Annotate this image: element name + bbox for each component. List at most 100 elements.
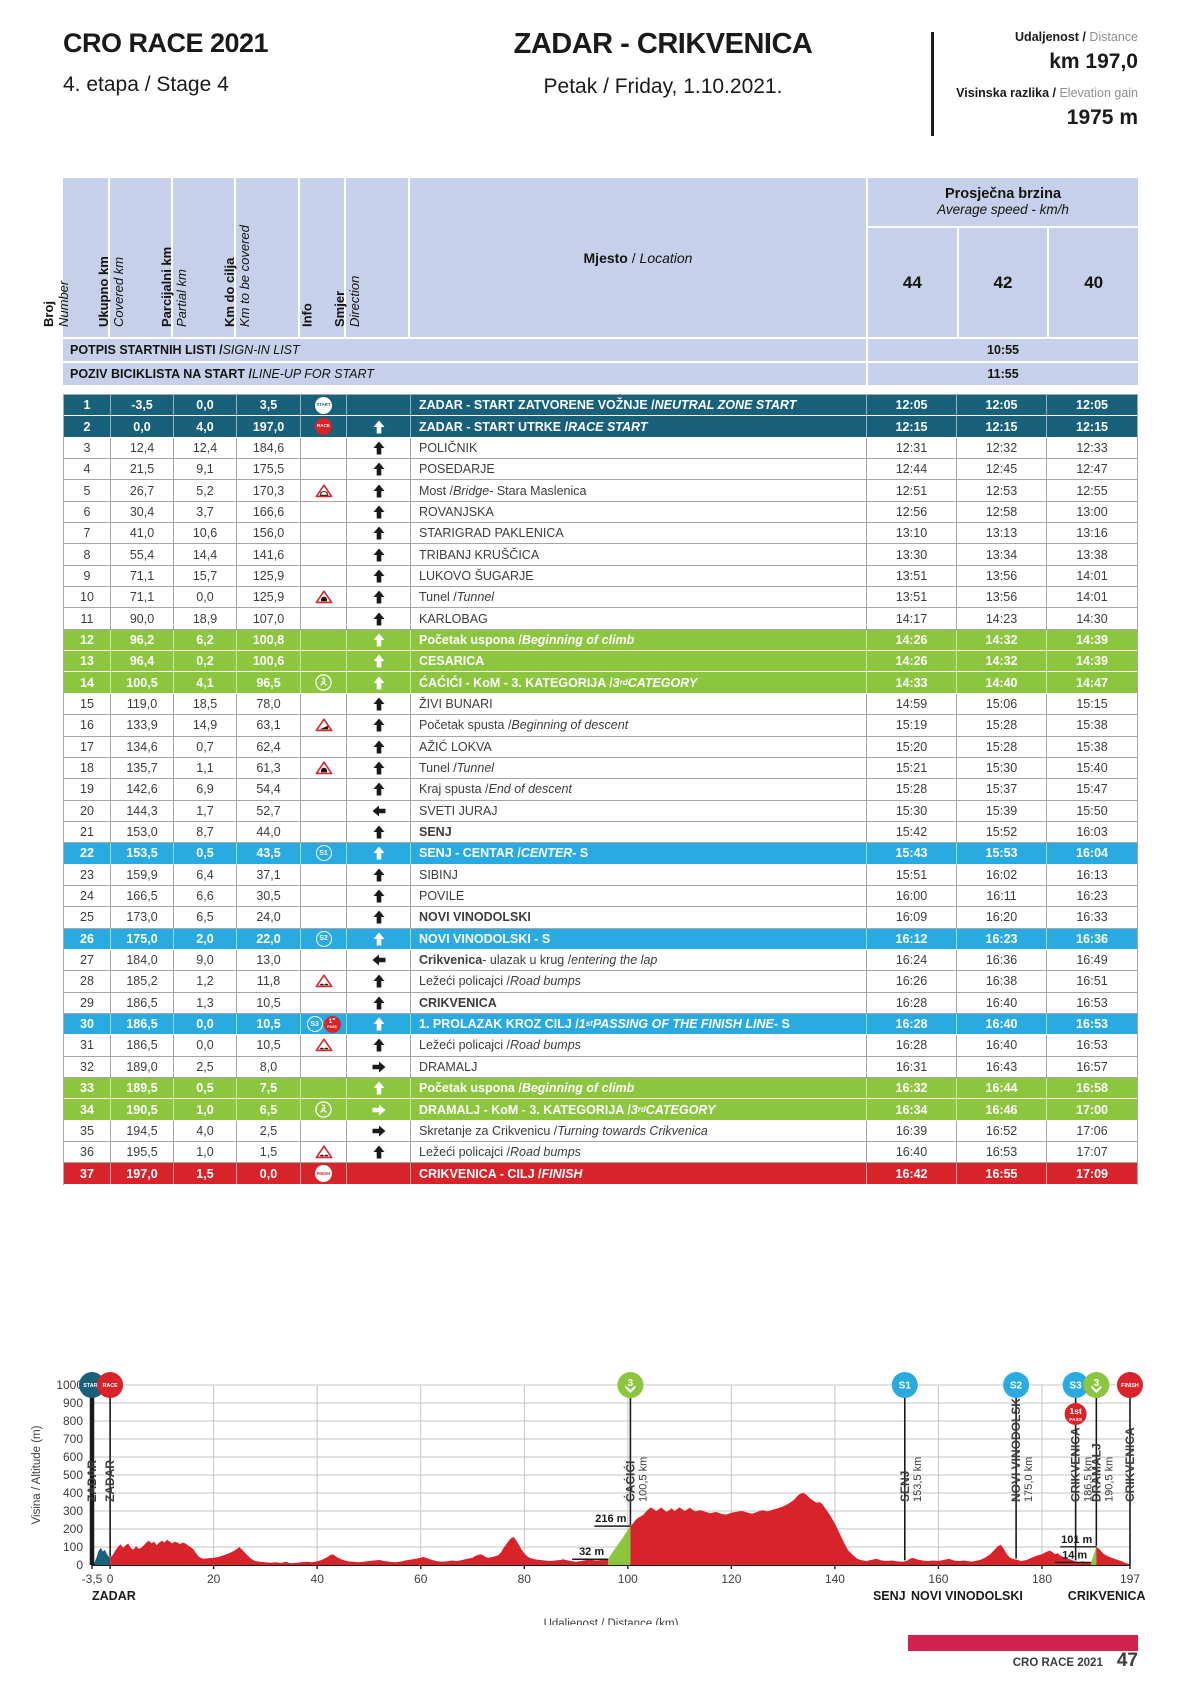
location-cell: STARIGRAD PAKLENICA [411, 523, 867, 544]
svg-text:0: 0 [76, 1558, 83, 1572]
partial-km: 10,6 [174, 523, 237, 544]
time-at-40kmh: 15:47 [1076, 782, 1108, 797]
km-to-be-covered: 166,6 [237, 501, 301, 523]
time-at-40kmh: 13:16 [1076, 526, 1108, 541]
time-at-40kmh: 14:47 [1076, 675, 1108, 690]
time-at-42kmh: 16:23 [957, 928, 1047, 949]
time-at-40kmh: 17:06 [1076, 1123, 1108, 1138]
time-at-40kmh: 12:47 [1076, 462, 1108, 477]
info-cell: 3 [301, 1099, 347, 1120]
svg-text:32 m: 32 m [579, 1546, 604, 1558]
row-number: 31 [64, 1035, 111, 1056]
time-at-44kmh: 13:10 [867, 523, 957, 544]
direction-cell [347, 885, 411, 907]
row-number: 32 [64, 1056, 111, 1077]
time-at-40kmh: 16:58 [1076, 1081, 1108, 1096]
time-at-44kmh: 16:39 [867, 1120, 957, 1142]
row-number: 13 [64, 651, 111, 672]
table-row: 17 134,6 0,7 62,4 AŽIĆ LOKVA 15:20 15:28 15:38 [64, 736, 1137, 758]
info-cell [301, 608, 347, 629]
location-cell: NOVI VINODOLSKI [411, 907, 867, 928]
covered-km: 142,6 [111, 779, 174, 800]
table-row: 18 135,7 1,1 61,3 Tunel / Tunnel 15:21 15:30 15… [64, 757, 1137, 780]
pre-start-time: 10:55 [987, 343, 1019, 357]
row-number: 18 [64, 757, 111, 779]
svg-text:100,5 km: 100,5 km [637, 1457, 649, 1502]
time-at-44kmh: 16:00 [867, 885, 957, 907]
location-cell: SENJ [411, 821, 867, 843]
direction-cell [347, 928, 411, 949]
bumps-icon [315, 974, 333, 988]
row-number: 20 [64, 800, 111, 821]
info-cell [301, 800, 347, 821]
svg-text:3: 3 [321, 1103, 325, 1112]
row-number: 29 [64, 992, 111, 1013]
info-cell [301, 629, 347, 651]
direction-cell [347, 416, 411, 437]
covered-km: 21,5 [111, 459, 174, 480]
pre-start-time: 11:55 [987, 367, 1019, 381]
chart-marker-sprint-icon: S1 [891, 1372, 918, 1398]
covered-km: 197,0 [111, 1163, 174, 1184]
row-number: 16 [64, 715, 111, 736]
svg-text:PASS: PASS [1069, 1417, 1083, 1423]
row-number: 36 [64, 1142, 111, 1163]
arrow-up-icon [373, 1038, 384, 1052]
direction-cell [347, 565, 411, 587]
time-at-42kmh: 13:34 [957, 544, 1047, 565]
time-at-42kmh: 16:36 [957, 949, 1047, 971]
time-at-42kmh: 16:11 [957, 885, 1047, 907]
partial-km: 14,9 [174, 715, 237, 736]
direction-cell [347, 907, 411, 928]
arrow-up-icon [373, 548, 384, 562]
info-cell [301, 459, 347, 480]
svg-text:700: 700 [63, 1432, 83, 1446]
km-to-be-covered: 37,1 [237, 864, 301, 885]
covered-km: 41,0 [111, 523, 174, 544]
info-cell: RACE [301, 416, 347, 437]
time-at-42kmh: 16:40 [957, 992, 1047, 1013]
info-cell [301, 757, 347, 779]
footer-brand: CRO RACE 2021 [1012, 1657, 1103, 1669]
time-at-42kmh: 16:46 [957, 1099, 1047, 1120]
partial-km: 6,9 [174, 779, 237, 800]
route-title-block: ZADAR - CRIKVENICA Petak / Friday, 1.10.… [343, 28, 983, 99]
row-number: 3 [64, 437, 111, 459]
km-to-be-covered: 30,5 [237, 885, 301, 907]
time-at-44kmh: 14:33 [867, 672, 957, 693]
direction-cell [347, 1142, 411, 1163]
km-to-be-covered: 175,5 [237, 459, 301, 480]
itinerary-table: Broj Number Ukupno km Covered km Parcijalni … [41, 178, 1138, 1185]
table-row: 8 55,4 14,4 141,6 TRIBANJ KRUŠČICA 13:30 13:34… [64, 544, 1137, 566]
time-at-44kmh: 15:21 [867, 757, 957, 779]
direction-cell [347, 544, 411, 565]
svg-text:80: 80 [518, 1572, 532, 1586]
direction-cell [347, 501, 411, 523]
km-to-be-covered: 62,4 [237, 736, 301, 757]
page-number: 47 [1116, 1650, 1138, 1671]
svg-text:S1: S1 [899, 1381, 912, 1392]
svg-text:186,5 km: 186,5 km [1083, 1457, 1095, 1502]
km-to-be-covered: 43,5 [237, 843, 301, 864]
partial-km: 1,3 [174, 992, 237, 1013]
time-at-44kmh: 12:51 [867, 480, 957, 501]
time-at-44kmh: 14:26 [867, 651, 957, 672]
distance-label: Udaljenost / Distance [1015, 30, 1138, 44]
svg-text:0: 0 [107, 1572, 114, 1586]
row-number: 24 [64, 885, 111, 907]
row-number: 35 [64, 1120, 111, 1142]
column-header-broj: Broj Number [41, 178, 110, 337]
location-cell: SVETI JURAJ [411, 800, 867, 821]
direction-cell [347, 1013, 411, 1035]
chart-marker-sprint-icon: S2 [1003, 1372, 1030, 1398]
table-row: 30 186,5 0,0 10,5 S3 1st PASS 1. PROLAZAK KROZ … [64, 1013, 1137, 1036]
time-at-42kmh: 16:44 [957, 1078, 1047, 1099]
km-to-be-covered: 10,5 [237, 1013, 301, 1035]
time-at-42kmh: 16:52 [957, 1120, 1047, 1142]
chart-marker-finish-icon: FINISH [1117, 1372, 1143, 1398]
direction-cell [347, 437, 411, 459]
chart-marker-kom-icon: 3 [1083, 1372, 1110, 1398]
direction-cell [347, 949, 411, 971]
time-at-42kmh: 16:55 [957, 1163, 1047, 1184]
